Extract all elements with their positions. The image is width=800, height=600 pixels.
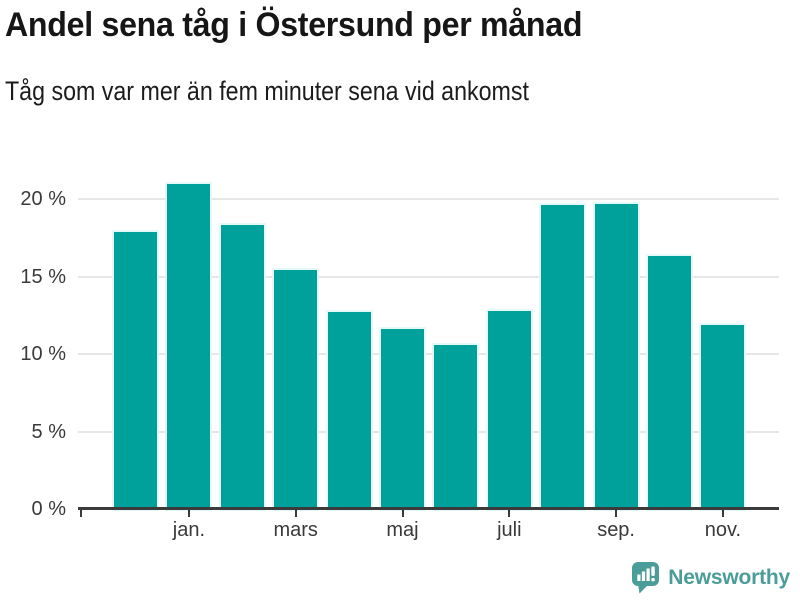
y-gridline	[78, 275, 779, 278]
bar-apr	[327, 312, 371, 509]
chart-subtitle: Tåg som var mer än fem minuter sena vid …	[5, 76, 529, 106]
x-axis-tick-label: jan.	[172, 519, 206, 541]
x-axis-tick	[508, 510, 511, 517]
bar-dec	[114, 231, 157, 509]
bar-sep	[594, 203, 638, 509]
y-axis-tick-label: 20 %	[20, 188, 66, 210]
bar-okt	[648, 256, 691, 509]
chart-title: Andel sena tåg i Östersund per månad	[5, 6, 583, 44]
x-axis-tick	[294, 510, 297, 517]
bar-juni	[434, 344, 478, 509]
x-axis-tick	[615, 510, 618, 517]
y-axis-tick-label: 5 %	[31, 420, 66, 443]
bar-feb	[220, 225, 264, 509]
x-axis-line	[78, 507, 779, 510]
x-axis-tick-label: sep.	[597, 519, 635, 541]
newsworthy-brand-text: Newsworthy	[668, 565, 790, 589]
newsworthy-logo[interactable]: Newsworthy	[631, 561, 790, 594]
bar-nov	[701, 324, 745, 509]
x-axis-tick-label: mars	[273, 519, 318, 541]
bar-juli	[487, 310, 531, 509]
x-axis-tick	[187, 510, 190, 517]
x-axis-tick-label: maj	[386, 519, 419, 541]
bar-jan	[167, 183, 211, 509]
bar-aug	[541, 205, 585, 509]
x-axis-tick	[721, 510, 724, 517]
newsworthy-logo-icon	[632, 562, 660, 594]
x-axis-tick-label: nov.	[704, 519, 742, 541]
y-axis-tick-label: 15 %	[20, 265, 66, 288]
bar-maj	[381, 329, 424, 509]
x-axis-tick	[401, 510, 404, 517]
y-gridline	[78, 353, 779, 355]
y-gridline	[78, 198, 779, 200]
bar-mars	[274, 270, 318, 509]
x-axis-origin-tick	[80, 510, 82, 517]
y-axis-tick-label: 0 %	[31, 498, 66, 520]
y-axis-tick-label: 10 %	[20, 343, 66, 365]
y-gridline	[78, 430, 779, 433]
x-axis-tick-label: juli	[497, 519, 522, 541]
